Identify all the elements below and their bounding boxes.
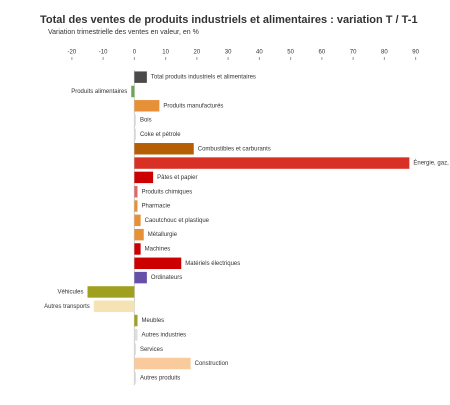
category-label: Combustibles et carburants [198, 146, 271, 152]
x-tick-label: 0 [133, 50, 137, 56]
x-tick-label: 40 [256, 50, 263, 56]
bar [134, 200, 138, 212]
category-label: Autres transports [44, 304, 90, 310]
category-label: Bois [140, 118, 152, 124]
bar [134, 372, 136, 384]
category-label: Pharmacie [142, 204, 171, 210]
chart-subtitle: Variation trimestrielle des ventes en va… [48, 29, 199, 36]
bar [134, 114, 136, 126]
category-label: Autres produits [140, 375, 180, 381]
x-tick-label: 70 [350, 50, 357, 56]
x-tick-label: 30 [225, 50, 232, 56]
x-tick-label: 90 [412, 50, 419, 56]
bar [134, 171, 154, 184]
category-label: Métallurgie [148, 232, 178, 238]
category-label: Ordinateurs [151, 275, 182, 281]
category-label: Énergie, gaz, eau [413, 160, 450, 167]
bar [134, 100, 160, 112]
bar [87, 286, 135, 298]
x-tick-label: 20 [194, 50, 201, 56]
bar [134, 343, 136, 355]
x-tick-label: 10 [162, 50, 169, 56]
bar [134, 128, 136, 141]
chart-title: Total des ventes de produits industriels… [40, 14, 418, 26]
category-label: Machines [145, 247, 171, 253]
x-tick-label: -20 [68, 50, 77, 56]
bar [134, 257, 182, 270]
x-tick-label: -10 [99, 50, 108, 56]
bar [134, 357, 191, 370]
x-tick-label: 50 [287, 50, 294, 56]
category-label: Produits manufacturés [163, 103, 223, 109]
category-label: Véhicules [57, 290, 83, 296]
x-tick-label: 60 [319, 50, 326, 56]
category-label: Produits chimiques [142, 189, 193, 195]
bar [134, 243, 141, 255]
category-label: Autres industries [142, 332, 187, 338]
category-label: Matériels électriques [185, 261, 240, 267]
bar [93, 300, 135, 312]
bar [134, 271, 147, 284]
category-label: Meubles [142, 318, 165, 324]
category-label: Total produits industriels et alimentair… [151, 75, 256, 81]
bar [134, 157, 410, 169]
category-label: Produits alimentaires [71, 89, 127, 95]
x-tick-label: 80 [381, 50, 388, 56]
bar [134, 314, 138, 327]
bar [134, 329, 138, 341]
bar [134, 228, 144, 241]
bar [134, 71, 147, 83]
bar [131, 85, 135, 98]
bar [134, 185, 138, 198]
category-label: Pâtes et papier [157, 175, 197, 181]
category-label: Construction [195, 361, 229, 367]
category-label: Coke et pétrole [140, 132, 181, 138]
category-label: Services [140, 347, 163, 353]
bar [134, 143, 194, 155]
category-label: Caoutchouc et plastique [145, 218, 210, 224]
bar [134, 214, 141, 227]
